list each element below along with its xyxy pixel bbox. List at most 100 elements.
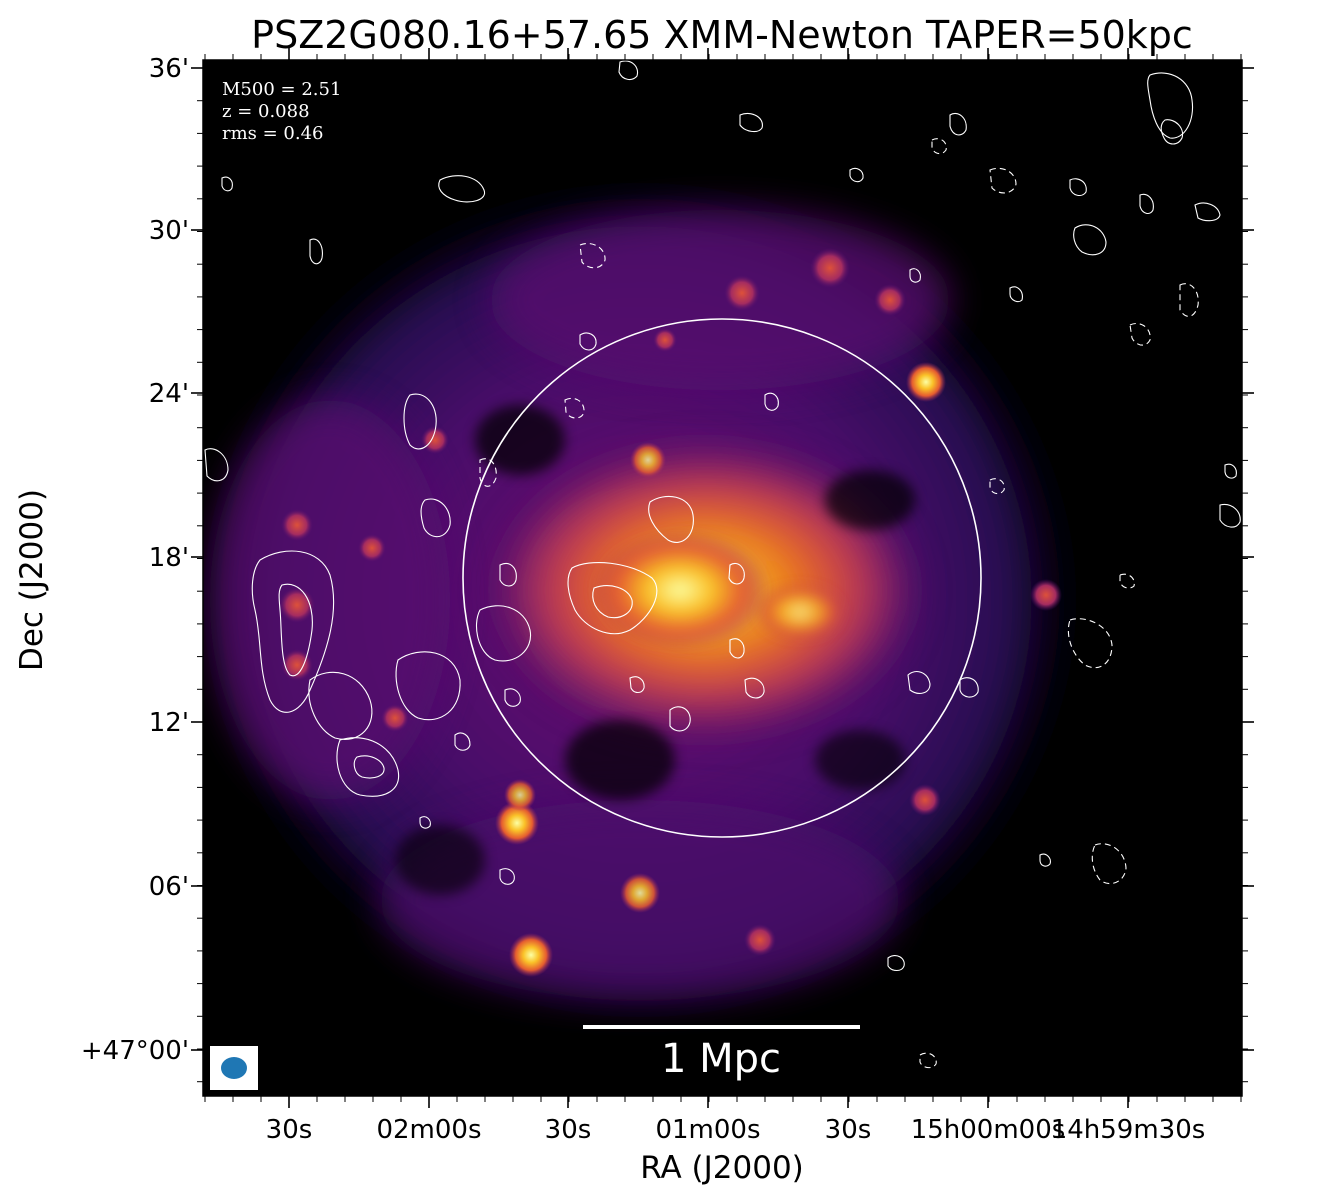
point-source [358, 534, 386, 562]
contour [907, 671, 931, 694]
info-redshift: z = 0.088 [222, 101, 310, 122]
radio-contours [204, 60, 1241, 972]
negative-contour [579, 242, 606, 269]
contour [959, 677, 979, 698]
y-tick-label: 36' [149, 54, 189, 84]
point-source [724, 275, 760, 311]
axis-tick-labels: 36' 30' 24' 18' 12' 06' +47°00' 30s 02m00s 30s 01m… [81, 54, 1205, 1145]
point-source [495, 801, 539, 845]
contour [1039, 853, 1051, 867]
point-source [653, 328, 677, 352]
contour [849, 167, 864, 183]
contour [592, 585, 633, 619]
contour [499, 868, 515, 885]
contour [438, 175, 486, 203]
y-tick-label: 06' [149, 872, 189, 902]
y-tick-label: +47°00' [81, 1036, 189, 1066]
plot-frame [202, 59, 1243, 1097]
x-tick-label: 01m00s [655, 1115, 760, 1145]
point-source [281, 649, 313, 681]
contour [395, 651, 461, 721]
beam-ellipse [221, 1057, 247, 1079]
contour [1009, 286, 1023, 303]
xray-halo-patch-west [210, 400, 450, 800]
contour [419, 816, 431, 829]
contour [353, 755, 385, 779]
x-tick-label: 02m00s [376, 1115, 481, 1145]
dark-void [825, 470, 915, 530]
x-tick-label: 30s [266, 1115, 313, 1145]
negative-contour [931, 138, 947, 155]
info-m500: M500 = 2.51 [222, 79, 341, 100]
negative-contour [1067, 618, 1113, 669]
contour [728, 562, 745, 585]
negative-contour [989, 478, 1005, 495]
negative-contour [989, 167, 1017, 194]
contour [567, 562, 658, 635]
contour [1224, 463, 1237, 479]
contour [403, 393, 437, 450]
contour [618, 60, 639, 81]
negative-contour [1179, 283, 1199, 317]
point-source [381, 704, 409, 732]
contour [729, 638, 745, 659]
contour [499, 562, 517, 587]
contour [949, 112, 967, 136]
point-source [810, 248, 850, 288]
scalebar-label: 1 Mpc [661, 1036, 781, 1082]
dark-void [395, 825, 485, 895]
x-axis-label: RA (J2000) [640, 1150, 804, 1186]
point-source [281, 509, 313, 541]
y-tick-label: 30' [149, 216, 189, 246]
negative-contour [564, 397, 585, 419]
negative-contour [1119, 573, 1135, 589]
point-source [630, 442, 666, 478]
info-box: M500 = 2.51 z = 0.088 rms = 0.46 [222, 79, 341, 144]
contour [221, 176, 233, 192]
point-source [909, 784, 941, 816]
negative-contour [1129, 322, 1151, 346]
point-source [1030, 579, 1062, 611]
contour [1139, 193, 1154, 215]
contour [887, 955, 905, 972]
contour [909, 268, 921, 283]
contour [744, 677, 765, 699]
dark-void [815, 730, 905, 790]
negative-contour [919, 1052, 937, 1069]
point-source [504, 779, 536, 811]
dark-void [565, 720, 675, 800]
contour [1073, 224, 1107, 256]
contour [739, 112, 763, 133]
point-source [874, 284, 906, 316]
y-axis-label: Dec (J2000) [14, 489, 50, 671]
contour [504, 688, 521, 707]
x-tick-label: 14h59m30s [1051, 1115, 1206, 1145]
contour [1219, 503, 1241, 528]
point-source [906, 362, 946, 402]
image-panel: M500 = 2.51 z = 0.088 rms = 0.46 1 Mpc [203, 60, 1242, 1096]
point-source [620, 873, 660, 913]
contour [454, 732, 471, 751]
x-tick-label: 15h00m00s [911, 1115, 1066, 1145]
contour [476, 605, 532, 662]
contour [1194, 202, 1221, 222]
contour [420, 498, 451, 538]
x-tick-label: 30s [825, 1115, 872, 1145]
contour [1160, 119, 1184, 145]
x-tick-label: 30s [545, 1115, 592, 1145]
contour [278, 583, 313, 677]
y-tick-label: 24' [149, 379, 189, 409]
r500-circle [462, 318, 982, 838]
dark-void [475, 405, 565, 475]
contour [764, 392, 779, 411]
info-rms: rms = 0.46 [222, 123, 324, 144]
cluster-core-east [755, 584, 845, 640]
contour [1147, 72, 1194, 139]
point-source [509, 933, 553, 977]
contour [1069, 178, 1087, 197]
contour [204, 448, 229, 482]
negative-contour [1091, 843, 1127, 885]
contour [308, 671, 373, 740]
radio-contours-negative [479, 138, 1199, 1069]
